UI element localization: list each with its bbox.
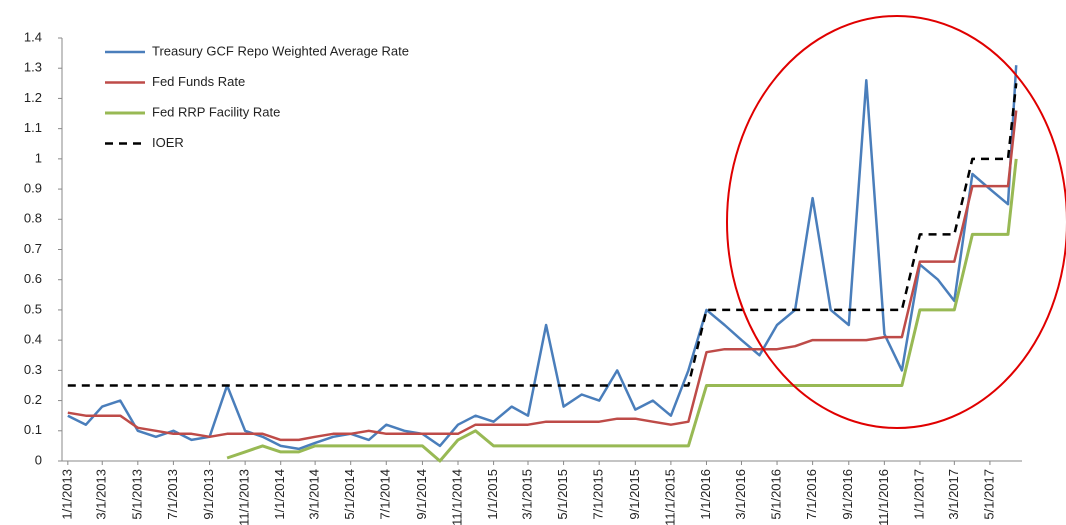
series-line (67, 83, 1018, 387)
highlight-ellipse (726, 15, 1066, 429)
legend-label: Treasury GCF Repo Weighted Average Rate (152, 43, 409, 58)
series-line (67, 110, 1018, 442)
y-tick-label: 0.9 (24, 181, 42, 196)
plot-area: 0 0.1 0.2 0.3 0.4 0.5 0.6 0.7 0.8 0.9 1 1.1 1.2 1.3 1.… (24, 29, 1022, 525)
x-tick-label: 3/1/2013 (94, 469, 109, 520)
x-tick-label: 7/1/2013 (165, 469, 180, 520)
x-tick-label: 7/1/2015 (591, 469, 606, 520)
x-tick-label: 11/1/2015 (662, 469, 677, 525)
x-tick-label: 3/1/2014 (307, 469, 322, 520)
y-tick-label: 1.1 (24, 120, 42, 135)
y-tick-label: 1.3 (24, 60, 42, 75)
series-line (226, 158, 1018, 463)
x-tick-label: 1/1/2017 (911, 469, 926, 520)
x-tick-label: 9/1/2014 (414, 469, 429, 520)
y-tick-label: 1 (35, 150, 42, 165)
x-tick-label: 9/1/2016 (840, 469, 855, 520)
series-line (67, 65, 1018, 451)
x-tick-label: 1/1/2014 (272, 469, 287, 520)
x-tick-label: 5/1/2016 (768, 469, 783, 520)
x-tick-label: 7/1/2014 (378, 469, 393, 520)
y-tick-label: 0.6 (24, 271, 42, 286)
x-tick-label: 1/1/2015 (485, 469, 500, 520)
legend-label: Fed Funds Rate (152, 74, 245, 89)
y-tick-label: 0.1 (24, 422, 42, 437)
x-tick-label: 11/1/2014 (449, 469, 464, 525)
legend-label: Fed RRP Facility Rate (152, 104, 280, 119)
x-tick-label: 1/1/2013 (59, 469, 74, 520)
y-tick-label: 0.4 (24, 332, 42, 347)
x-tick-label: 9/1/2013 (201, 469, 216, 520)
y-tick-label: 0.8 (24, 211, 42, 226)
x-tick-label: 11/1/2013 (237, 469, 252, 525)
x-tick-label: 3/1/2016 (733, 469, 748, 520)
x-tick-label: 5/1/2015 (555, 469, 570, 520)
legend-label: IOER (152, 135, 184, 150)
y-tick-label: 0.7 (24, 241, 42, 256)
y-tick-label: 0.5 (24, 301, 42, 316)
y-tick-label: 1.2 (24, 90, 42, 105)
x-tick-label: 3/1/2015 (519, 469, 534, 520)
x-tick-label: 5/1/2013 (129, 469, 144, 520)
x-tick-label: 3/1/2017 (946, 469, 961, 520)
y-tick-label: 0.2 (24, 392, 42, 407)
y-tick-label: 0 (35, 452, 42, 467)
x-tick-label: 9/1/2015 (627, 469, 642, 520)
y-tick-label: 0.3 (24, 362, 42, 377)
y-tick-label: 1.4 (24, 29, 42, 44)
x-tick-label: 1/1/2016 (698, 469, 713, 520)
x-tick-label: 5/1/2014 (342, 469, 357, 520)
x-tick-label: 11/1/2016 (876, 469, 891, 525)
x-tick-label: 5/1/2017 (981, 469, 996, 520)
x-tick-label: 7/1/2016 (804, 469, 819, 520)
